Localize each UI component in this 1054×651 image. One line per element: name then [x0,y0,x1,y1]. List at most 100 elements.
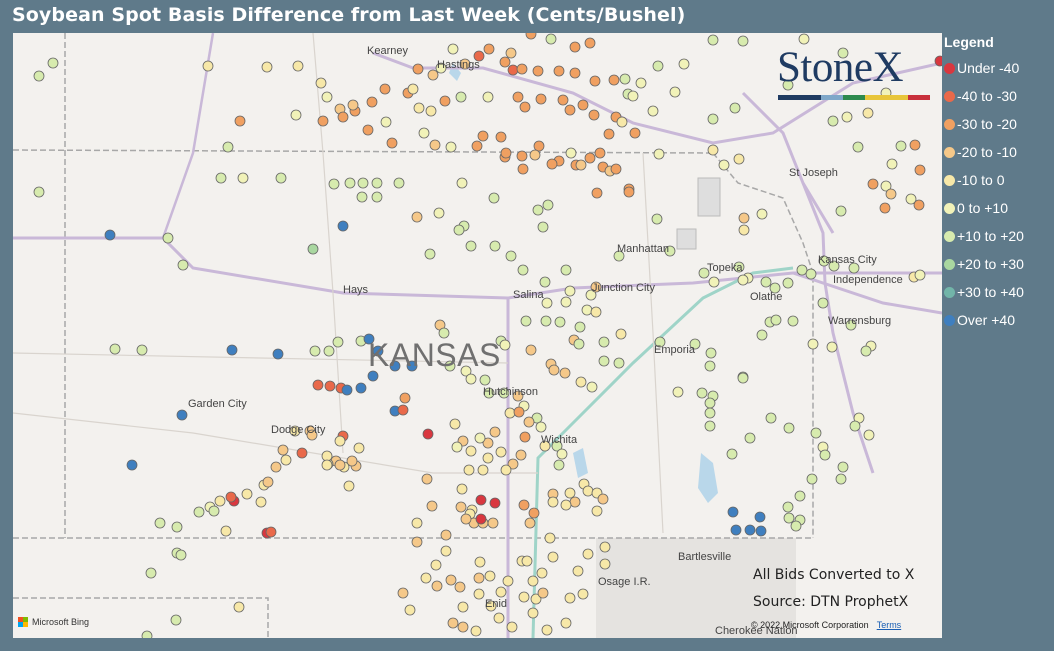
location-marker[interactable] [515,449,527,461]
location-marker[interactable] [726,448,738,460]
location-marker[interactable] [459,58,471,70]
location-marker[interactable] [744,524,756,536]
location-marker[interactable] [411,211,423,223]
location-marker[interactable] [805,268,817,280]
location-marker[interactable] [357,177,369,189]
location-marker[interactable] [708,276,720,288]
location-marker[interactable] [226,344,238,356]
location-marker[interactable] [512,91,524,103]
location-marker[interactable] [460,365,472,377]
location-marker[interactable] [698,267,710,279]
location-marker[interactable] [560,264,572,276]
location-marker[interactable] [332,336,344,348]
location-marker[interactable] [367,370,379,382]
location-marker[interactable] [729,102,741,114]
location-marker[interactable] [528,507,540,519]
location-marker[interactable] [589,75,601,87]
location-marker[interactable] [598,355,610,367]
location-marker[interactable] [518,591,530,603]
location-marker[interactable] [599,558,611,570]
location-marker[interactable] [895,140,907,152]
location-marker[interactable] [537,221,549,233]
location-marker[interactable] [525,344,537,356]
location-marker[interactable] [404,604,416,616]
location-marker[interactable] [473,588,485,600]
location-marker[interactable] [564,487,576,499]
location-marker[interactable] [337,111,349,123]
location-marker[interactable] [652,60,664,72]
location-marker[interactable] [393,177,405,189]
location-marker[interactable] [733,261,745,273]
location-marker[interactable] [539,276,551,288]
location-marker[interactable] [109,343,121,355]
location-marker[interactable] [214,495,226,507]
location-marker[interactable] [539,440,551,452]
location-marker[interactable] [421,473,433,485]
location-marker[interactable] [193,506,205,518]
location-marker[interactable] [154,517,166,529]
location-marker[interactable] [447,43,459,55]
location-marker[interactable] [502,575,514,587]
location-marker[interactable] [506,621,518,633]
location-marker[interactable] [826,341,838,353]
location-marker[interactable] [672,386,684,398]
location-marker[interactable] [560,296,572,308]
location-marker[interactable] [619,73,631,85]
location-marker[interactable] [577,588,589,600]
location-marker[interactable] [573,338,585,350]
map-canvas[interactable]: KANSAS Kearney Hastings St Joseph Manhat… [13,33,942,638]
location-marker[interactable] [828,260,840,272]
location-marker[interactable] [599,541,611,553]
location-marker[interactable] [608,74,620,86]
location-marker[interactable] [569,41,581,53]
location-marker[interactable] [627,90,639,102]
location-marker[interactable] [582,485,594,497]
location-marker[interactable] [598,336,610,348]
location-marker[interactable] [635,77,647,89]
location-marker[interactable] [548,364,560,376]
location-marker[interactable] [505,47,517,59]
location-marker[interactable] [532,204,544,216]
location-marker[interactable] [696,387,708,399]
location-marker[interactable] [545,33,557,45]
location-marker[interactable] [848,262,860,274]
location-marker[interactable] [363,333,375,345]
location-marker[interactable] [292,60,304,72]
location-marker[interactable] [546,158,558,170]
location-marker[interactable] [451,441,463,453]
location-marker[interactable] [517,264,529,276]
legend-item[interactable]: -10 to 0 [944,166,1052,194]
location-marker[interactable] [547,551,559,563]
location-marker[interactable] [790,520,802,532]
location-marker[interactable] [315,77,327,89]
location-marker[interactable] [47,57,59,69]
location-marker[interactable] [560,499,572,511]
location-marker[interactable] [557,94,569,106]
location-marker[interactable] [914,269,926,281]
location-marker[interactable] [664,245,676,257]
location-marker[interactable] [449,418,461,430]
location-marker[interactable] [544,532,556,544]
location-marker[interactable] [477,464,489,476]
location-marker[interactable] [427,69,439,81]
legend-item[interactable]: -30 to -20 [944,110,1052,138]
location-marker[interactable] [162,232,174,244]
location-marker[interactable] [564,285,576,297]
bing-attribution[interactable]: Microsoft Bing [18,617,89,627]
location-marker[interactable] [328,178,340,190]
location-marker[interactable] [553,459,565,471]
location-marker[interactable] [837,461,849,473]
location-marker[interactable] [366,96,378,108]
location-marker[interactable] [559,367,571,379]
legend-item[interactable]: Over +40 [944,306,1052,334]
location-marker[interactable] [588,109,600,121]
location-marker[interactable] [270,461,282,473]
location-marker[interactable] [704,360,716,372]
location-marker[interactable] [334,459,346,471]
location-marker[interactable] [280,454,292,466]
location-marker[interactable] [33,186,45,198]
location-marker[interactable] [584,152,596,164]
location-marker[interactable] [744,432,756,444]
location-marker[interactable] [647,105,659,117]
location-marker[interactable] [653,148,665,160]
